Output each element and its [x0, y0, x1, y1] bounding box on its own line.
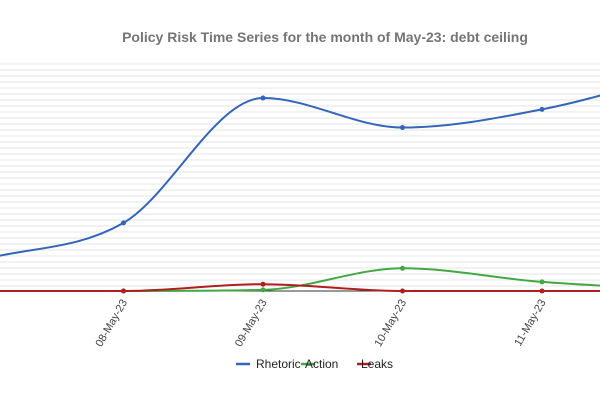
x-tick-label: 09-May-23	[233, 298, 270, 350]
data-point-leaks	[121, 288, 126, 294]
data-point-action	[400, 265, 405, 271]
data-point-action	[539, 279, 545, 285]
series-line-rhetoric	[0, 94, 600, 257]
data-point-rhetoric	[539, 106, 545, 112]
legend-item-leaks[interactable]: Leaks	[357, 357, 393, 371]
data-points	[121, 95, 545, 294]
series-line-leaks	[0, 283, 600, 293]
legend-item-rhetoric[interactable]: Rhetoric	[236, 357, 301, 371]
chart-title: Policy Risk Time Series for the month of…	[122, 29, 528, 45]
gridlines	[0, 63, 600, 287]
x-tick-label: 10-May-23	[372, 298, 409, 350]
data-point-rhetoric	[400, 125, 405, 131]
legend-item-action[interactable]: Action	[301, 357, 338, 371]
legend: Rhetoric Action Leaks	[236, 357, 393, 371]
legend-label-action: Action	[305, 357, 338, 371]
x-tick-label: 08-May-23	[93, 298, 130, 350]
x-tick-labels: 08-May-23 09-May-23 10-May-23 11-May-23	[93, 298, 548, 350]
data-point-action	[260, 287, 266, 293]
legend-label-rhetoric: Rhetoric	[256, 357, 301, 371]
x-tick-label: 11-May-23	[512, 298, 548, 349]
data-point-rhetoric	[260, 95, 266, 101]
data-point-leaks	[260, 281, 266, 287]
data-point-rhetoric	[121, 220, 126, 226]
series-lines	[0, 94, 600, 293]
legend-label-leaks: Leaks	[361, 357, 393, 371]
data-point-leaks	[539, 288, 545, 294]
data-point-leaks	[400, 288, 405, 294]
